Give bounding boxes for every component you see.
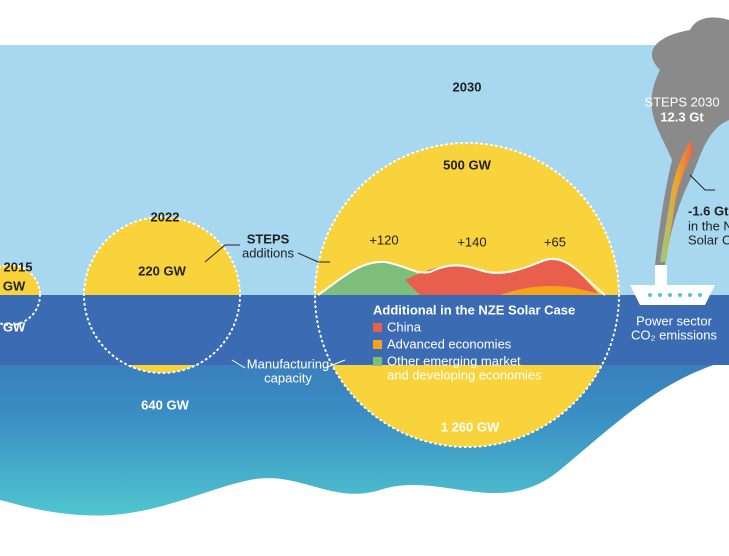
manufacturing: 20 GW	[0, 319, 26, 334]
leader-steps-2030	[297, 252, 330, 263]
manufacturing: 640 GW	[141, 397, 189, 412]
legend-item: Other emerging market	[387, 353, 521, 368]
nze-value: +140	[457, 234, 486, 249]
annotation: STEPS	[247, 231, 290, 246]
leader-steps-2022	[204, 244, 240, 263]
annotation: additions	[242, 245, 295, 260]
hill-outline	[317, 257, 606, 296]
ship-label: CO₂ emissions	[631, 327, 717, 342]
legend-swatch	[373, 357, 382, 366]
emissions-label: in the NZE	[688, 218, 729, 233]
legend-title: Additional in the NZE Solar Case	[373, 302, 575, 317]
hill-china	[405, 258, 600, 295]
legend-swatch	[373, 323, 382, 332]
legend-item: China	[387, 319, 422, 334]
leader-mfg-2030	[324, 359, 346, 369]
circle-2015	[0, 264, 41, 326]
additions: 50 GW	[0, 278, 26, 293]
emissions-label: STEPS 2030	[644, 94, 719, 109]
annotation: Manufacturing	[247, 356, 329, 371]
emissions-reduction: -1.6 Gt	[688, 203, 729, 218]
nze-value: +120	[369, 232, 398, 247]
additions: 220 GW	[138, 263, 186, 278]
hill-advanced	[500, 285, 605, 295]
circle-2030	[314, 142, 620, 448]
ship-windows	[648, 293, 702, 297]
legend-item: and developing economies	[387, 367, 542, 382]
emissions-value: 12.3 Gt	[660, 109, 704, 124]
year: 2030	[453, 79, 482, 94]
circle-2022	[83, 216, 241, 374]
legend-item: Advanced economies	[387, 336, 512, 351]
leader-emissions	[689, 174, 715, 191]
nze-value: +65	[544, 234, 566, 249]
manufacturing: 1 260 GW	[441, 419, 500, 434]
annotation: capacity	[264, 370, 312, 385]
leader-mfg-2022	[231, 359, 246, 369]
plume-reduction	[660, 140, 694, 262]
year: 2022	[151, 209, 180, 224]
emissions-label: Solar Case	[688, 232, 729, 247]
ship	[630, 285, 715, 305]
additions: 500 GW	[443, 157, 491, 172]
ship-label: Power sector	[636, 313, 713, 328]
year: 2015	[4, 259, 33, 274]
ship-chimney	[655, 265, 667, 285]
legend-swatch	[373, 340, 382, 349]
